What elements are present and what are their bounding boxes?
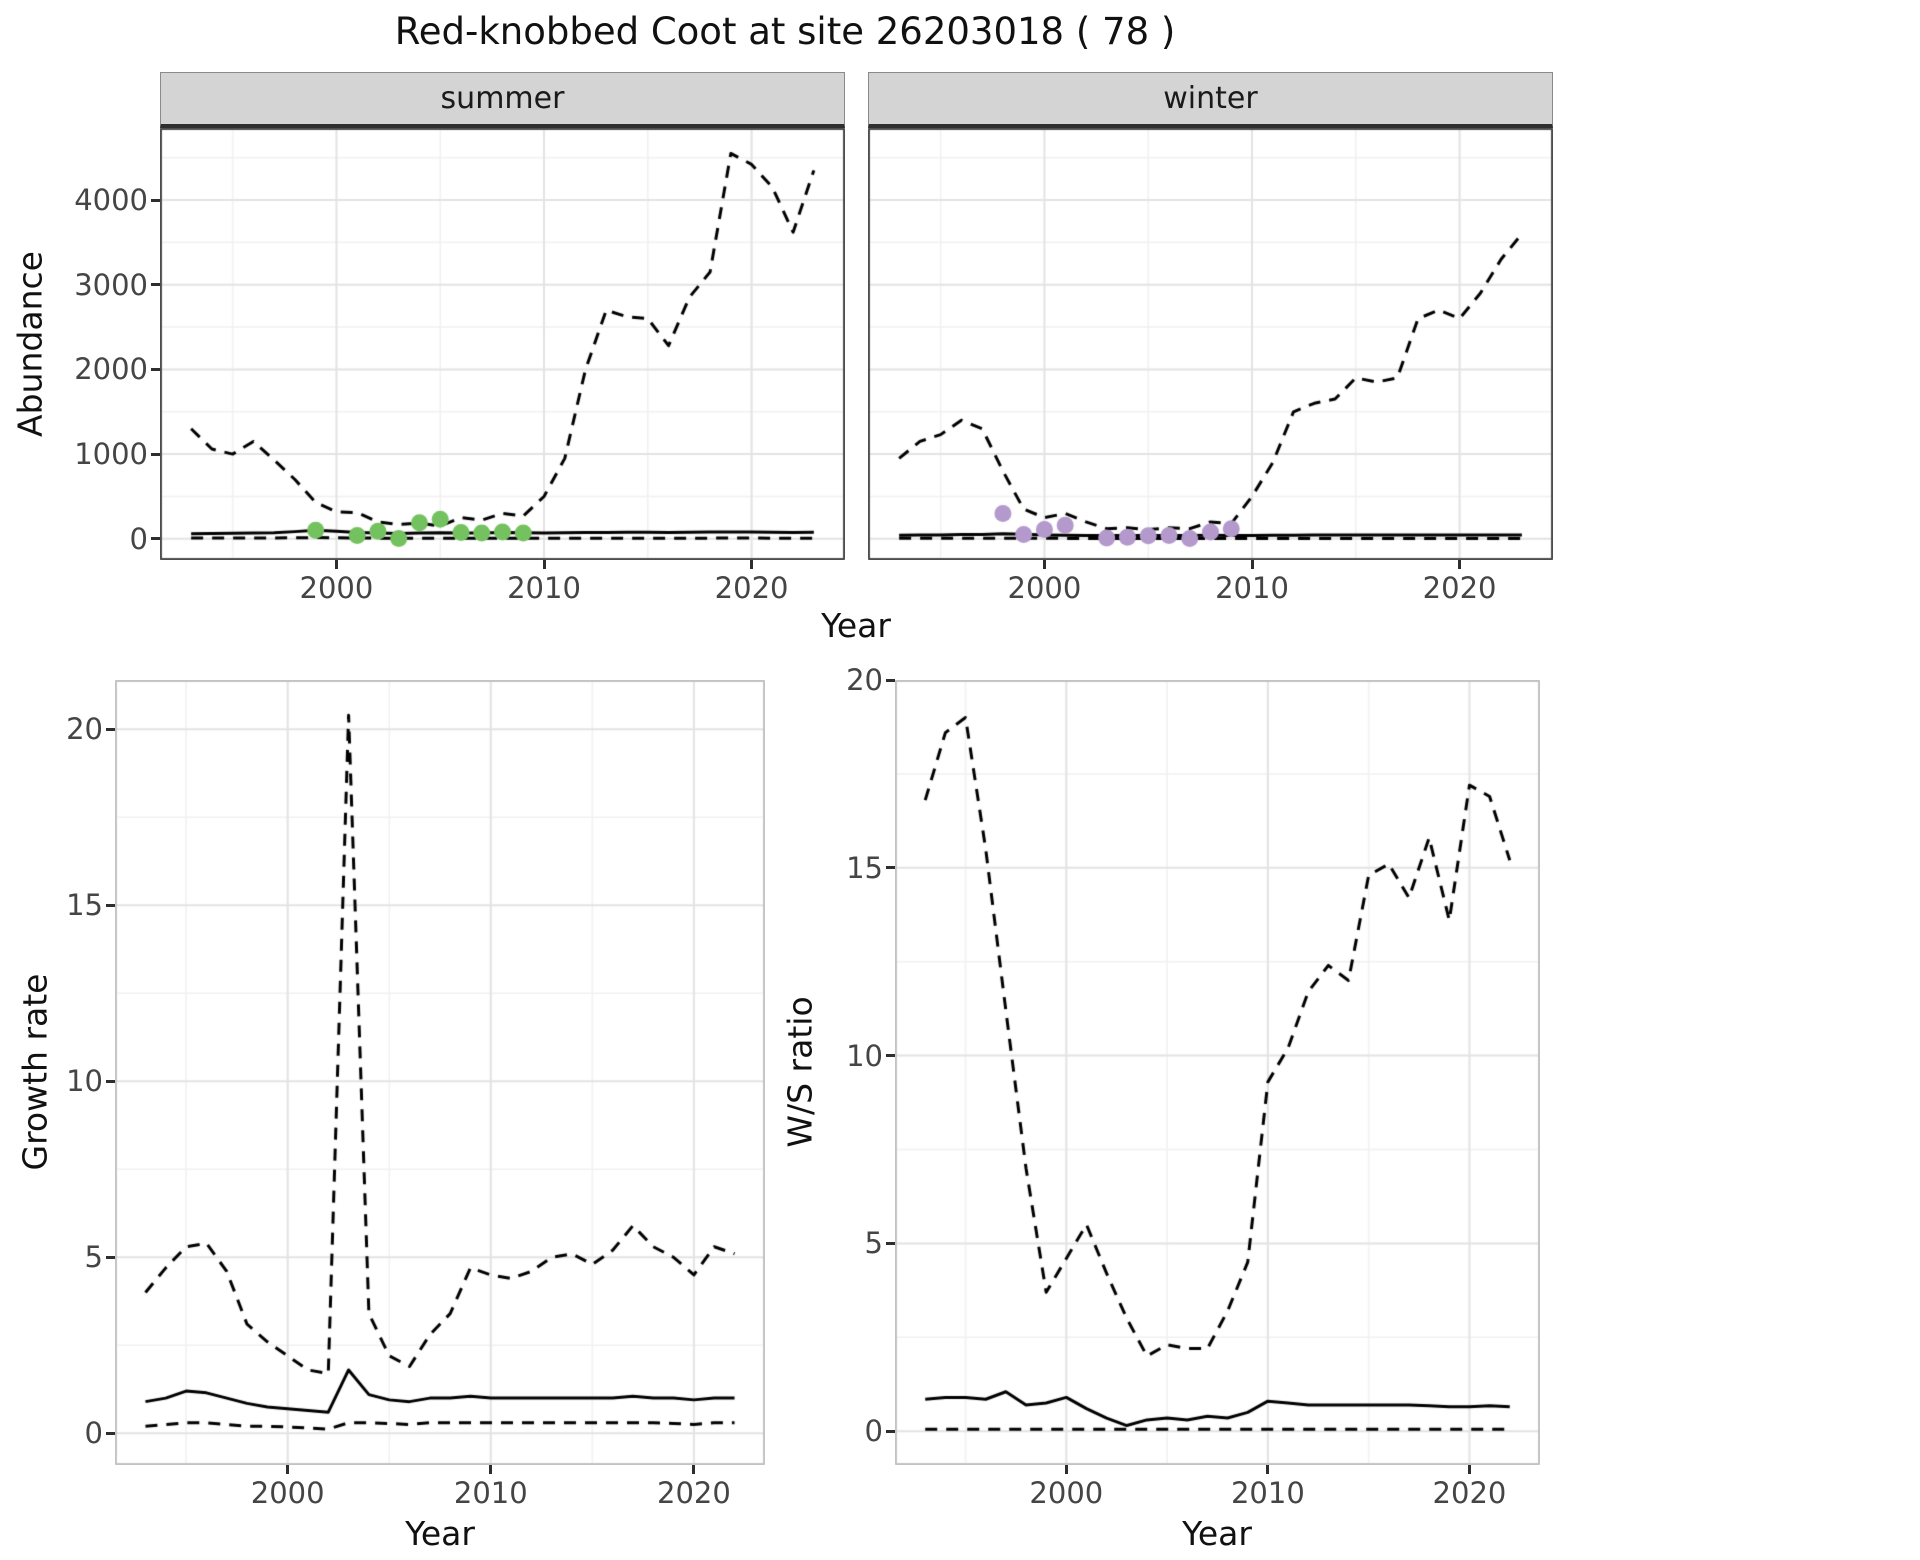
y-tick-label: 15 xyxy=(846,850,883,885)
x-tick-label: 2010 xyxy=(453,1476,528,1510)
x-tick-mark xyxy=(1467,1465,1471,1474)
growth-rate-plot xyxy=(115,680,765,1465)
x-tick-label: 2000 xyxy=(1029,1476,1104,1510)
facet-strip-summer: summer xyxy=(160,72,845,128)
y-tick-label: 15 xyxy=(66,888,103,923)
y-tick-label: 1000 xyxy=(74,437,148,472)
abundance-summer-plot xyxy=(160,128,845,560)
x-tick-mark xyxy=(1266,1465,1270,1474)
y-tick-mark xyxy=(151,198,160,202)
x-tick-mark xyxy=(750,560,754,569)
y-tick-label: 0 xyxy=(129,521,148,556)
y-tick-mark xyxy=(106,1079,115,1083)
abundance-summer-panel xyxy=(160,128,845,560)
abundance-x-axis-title: Year xyxy=(821,606,891,645)
y-tick-label: 20 xyxy=(66,712,103,747)
y-tick-mark xyxy=(151,283,160,287)
y-tick-mark xyxy=(151,452,160,456)
facet-strip-winter: winter xyxy=(868,72,1553,128)
x-tick-label: 2010 xyxy=(1215,571,1289,605)
y-tick-mark xyxy=(886,1429,895,1433)
x-tick-label: 2000 xyxy=(1007,571,1082,605)
x-tick-mark xyxy=(286,1465,290,1474)
x-tick-mark xyxy=(1042,560,1046,569)
abundance-winter-panel xyxy=(868,128,1553,560)
y-tick-label: 3000 xyxy=(74,267,148,302)
abundance-winter-plot xyxy=(868,128,1553,560)
abundance-axis-title: Abundance xyxy=(10,251,50,437)
y-tick-label: 10 xyxy=(66,1064,103,1099)
x-tick-mark xyxy=(489,1465,493,1474)
x-tick-label: 2000 xyxy=(250,1476,325,1510)
x-tick-label: 2000 xyxy=(299,571,374,605)
x-tick-mark xyxy=(1250,560,1254,569)
y-tick-mark xyxy=(886,1241,895,1245)
ws-ratio-plot xyxy=(895,680,1540,1465)
ws-ratio-x-axis-title: Year xyxy=(1182,1514,1252,1553)
x-tick-label: 2010 xyxy=(507,571,581,605)
y-tick-mark xyxy=(106,1431,115,1435)
y-tick-label: 0 xyxy=(84,1416,103,1451)
x-tick-mark xyxy=(1458,560,1462,569)
y-tick-mark xyxy=(106,903,115,907)
x-tick-mark xyxy=(692,1465,696,1474)
y-tick-mark xyxy=(886,678,895,682)
y-tick-mark xyxy=(106,727,115,731)
growth-rate-panel xyxy=(115,680,765,1465)
y-tick-label: 5 xyxy=(864,1226,883,1261)
growth-rate-x-axis-title: Year xyxy=(405,1514,475,1553)
y-tick-mark xyxy=(886,1054,895,1058)
y-tick-mark xyxy=(886,866,895,870)
y-tick-mark xyxy=(151,367,160,371)
y-tick-label: 2000 xyxy=(74,352,148,387)
x-tick-label: 2010 xyxy=(1230,1476,1305,1510)
y-tick-label: 10 xyxy=(846,1038,883,1073)
y-tick-mark xyxy=(106,1255,115,1259)
y-tick-label: 5 xyxy=(84,1240,103,1275)
x-tick-label: 2020 xyxy=(1432,1476,1507,1510)
y-tick-mark xyxy=(151,537,160,541)
x-tick-label: 2020 xyxy=(1422,571,1497,605)
figure-title: Red-knobbed Coot at site 26203018 ( 78 ) xyxy=(394,10,1176,53)
x-tick-label: 2020 xyxy=(714,571,789,605)
x-tick-label: 2020 xyxy=(657,1476,731,1510)
facet-strip-summer-label: summer xyxy=(440,81,565,116)
y-tick-label: 20 xyxy=(846,663,883,697)
y-tick-label: 0 xyxy=(864,1414,883,1449)
x-tick-mark xyxy=(1064,1465,1068,1474)
facet-strip-winter-label: winter xyxy=(1163,81,1258,116)
ws-ratio-panel xyxy=(895,680,1540,1465)
x-tick-mark xyxy=(334,560,338,569)
y-tick-label: 4000 xyxy=(74,183,148,217)
x-tick-mark xyxy=(542,560,546,569)
